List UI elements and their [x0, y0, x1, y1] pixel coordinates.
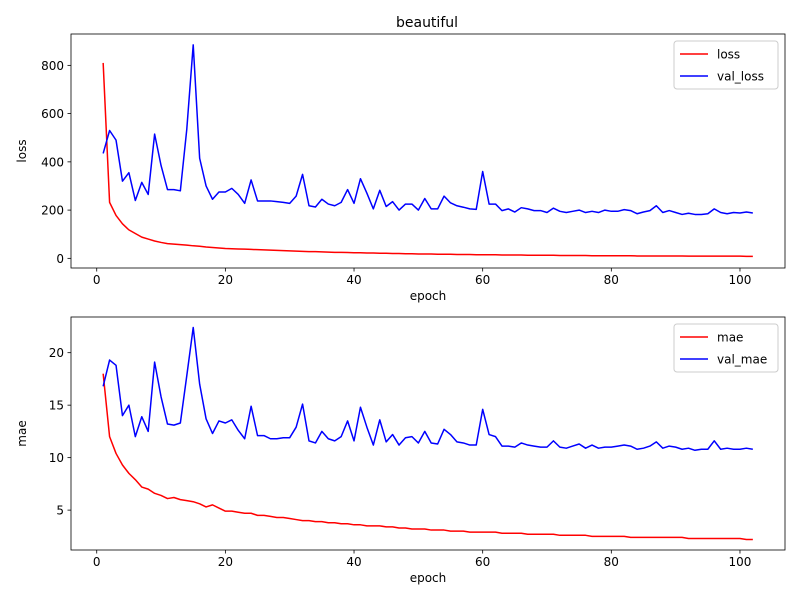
y-tick-label: 800	[41, 59, 64, 73]
y-tick-label: 5	[56, 504, 64, 518]
y-tick-label: 600	[41, 107, 64, 121]
legend-label-loss: loss	[717, 48, 740, 62]
y-tick-label: 10	[49, 451, 64, 465]
x-tick-label: 60	[475, 555, 490, 569]
x-tick-label: 20	[218, 273, 233, 287]
mae-subplot: 0 20 40 60 80 100 5 10 15 20 epoch mae mae val_mae	[15, 316, 786, 585]
x-axis-label: epoch	[410, 571, 447, 585]
x-tick-label: 0	[93, 555, 101, 569]
x-tick-label: 40	[346, 555, 361, 569]
y-axis-label: loss	[15, 139, 29, 162]
legend-label-val-mae: val_mae	[717, 353, 767, 367]
series-line-loss	[102, 62, 753, 258]
axes-frame	[70, 316, 786, 551]
x-tick-label: 20	[218, 555, 233, 569]
legend: mae val_mae	[673, 323, 779, 373]
loss-subplot: 0 20 40 60 80 100 0 200 400 600 800 epoch loss loss va…	[15, 33, 786, 303]
legend-box	[673, 40, 779, 90]
x-tick-label: 80	[604, 555, 619, 569]
x-axis-label: epoch	[410, 289, 447, 303]
y-tick-label: 15	[49, 399, 64, 413]
x-tick-label: 80	[604, 273, 619, 287]
x-tick-label: 100	[729, 273, 752, 287]
x-tick-label: 0	[93, 273, 101, 287]
series-line-val-mae	[102, 326, 753, 452]
y-tick-label: 20	[49, 346, 64, 360]
legend-label-val-loss: val_loss	[717, 70, 764, 84]
y-tick-label: 400	[41, 155, 64, 169]
x-tick-label: 40	[346, 273, 361, 287]
legend-label-mae: mae	[717, 331, 743, 345]
y-axis-label: mae	[15, 420, 29, 446]
legend: loss val_loss	[673, 40, 779, 90]
y-tick-label: 0	[56, 252, 64, 266]
axes-frame	[70, 33, 786, 269]
figure-title: beautiful	[396, 15, 458, 31]
x-tick-label: 60	[475, 273, 490, 287]
y-tick-label: 200	[41, 204, 64, 218]
legend-box	[673, 323, 779, 373]
series-line-mae	[102, 373, 753, 541]
x-tick-label: 100	[729, 555, 752, 569]
series-line-val-loss	[102, 44, 753, 216]
